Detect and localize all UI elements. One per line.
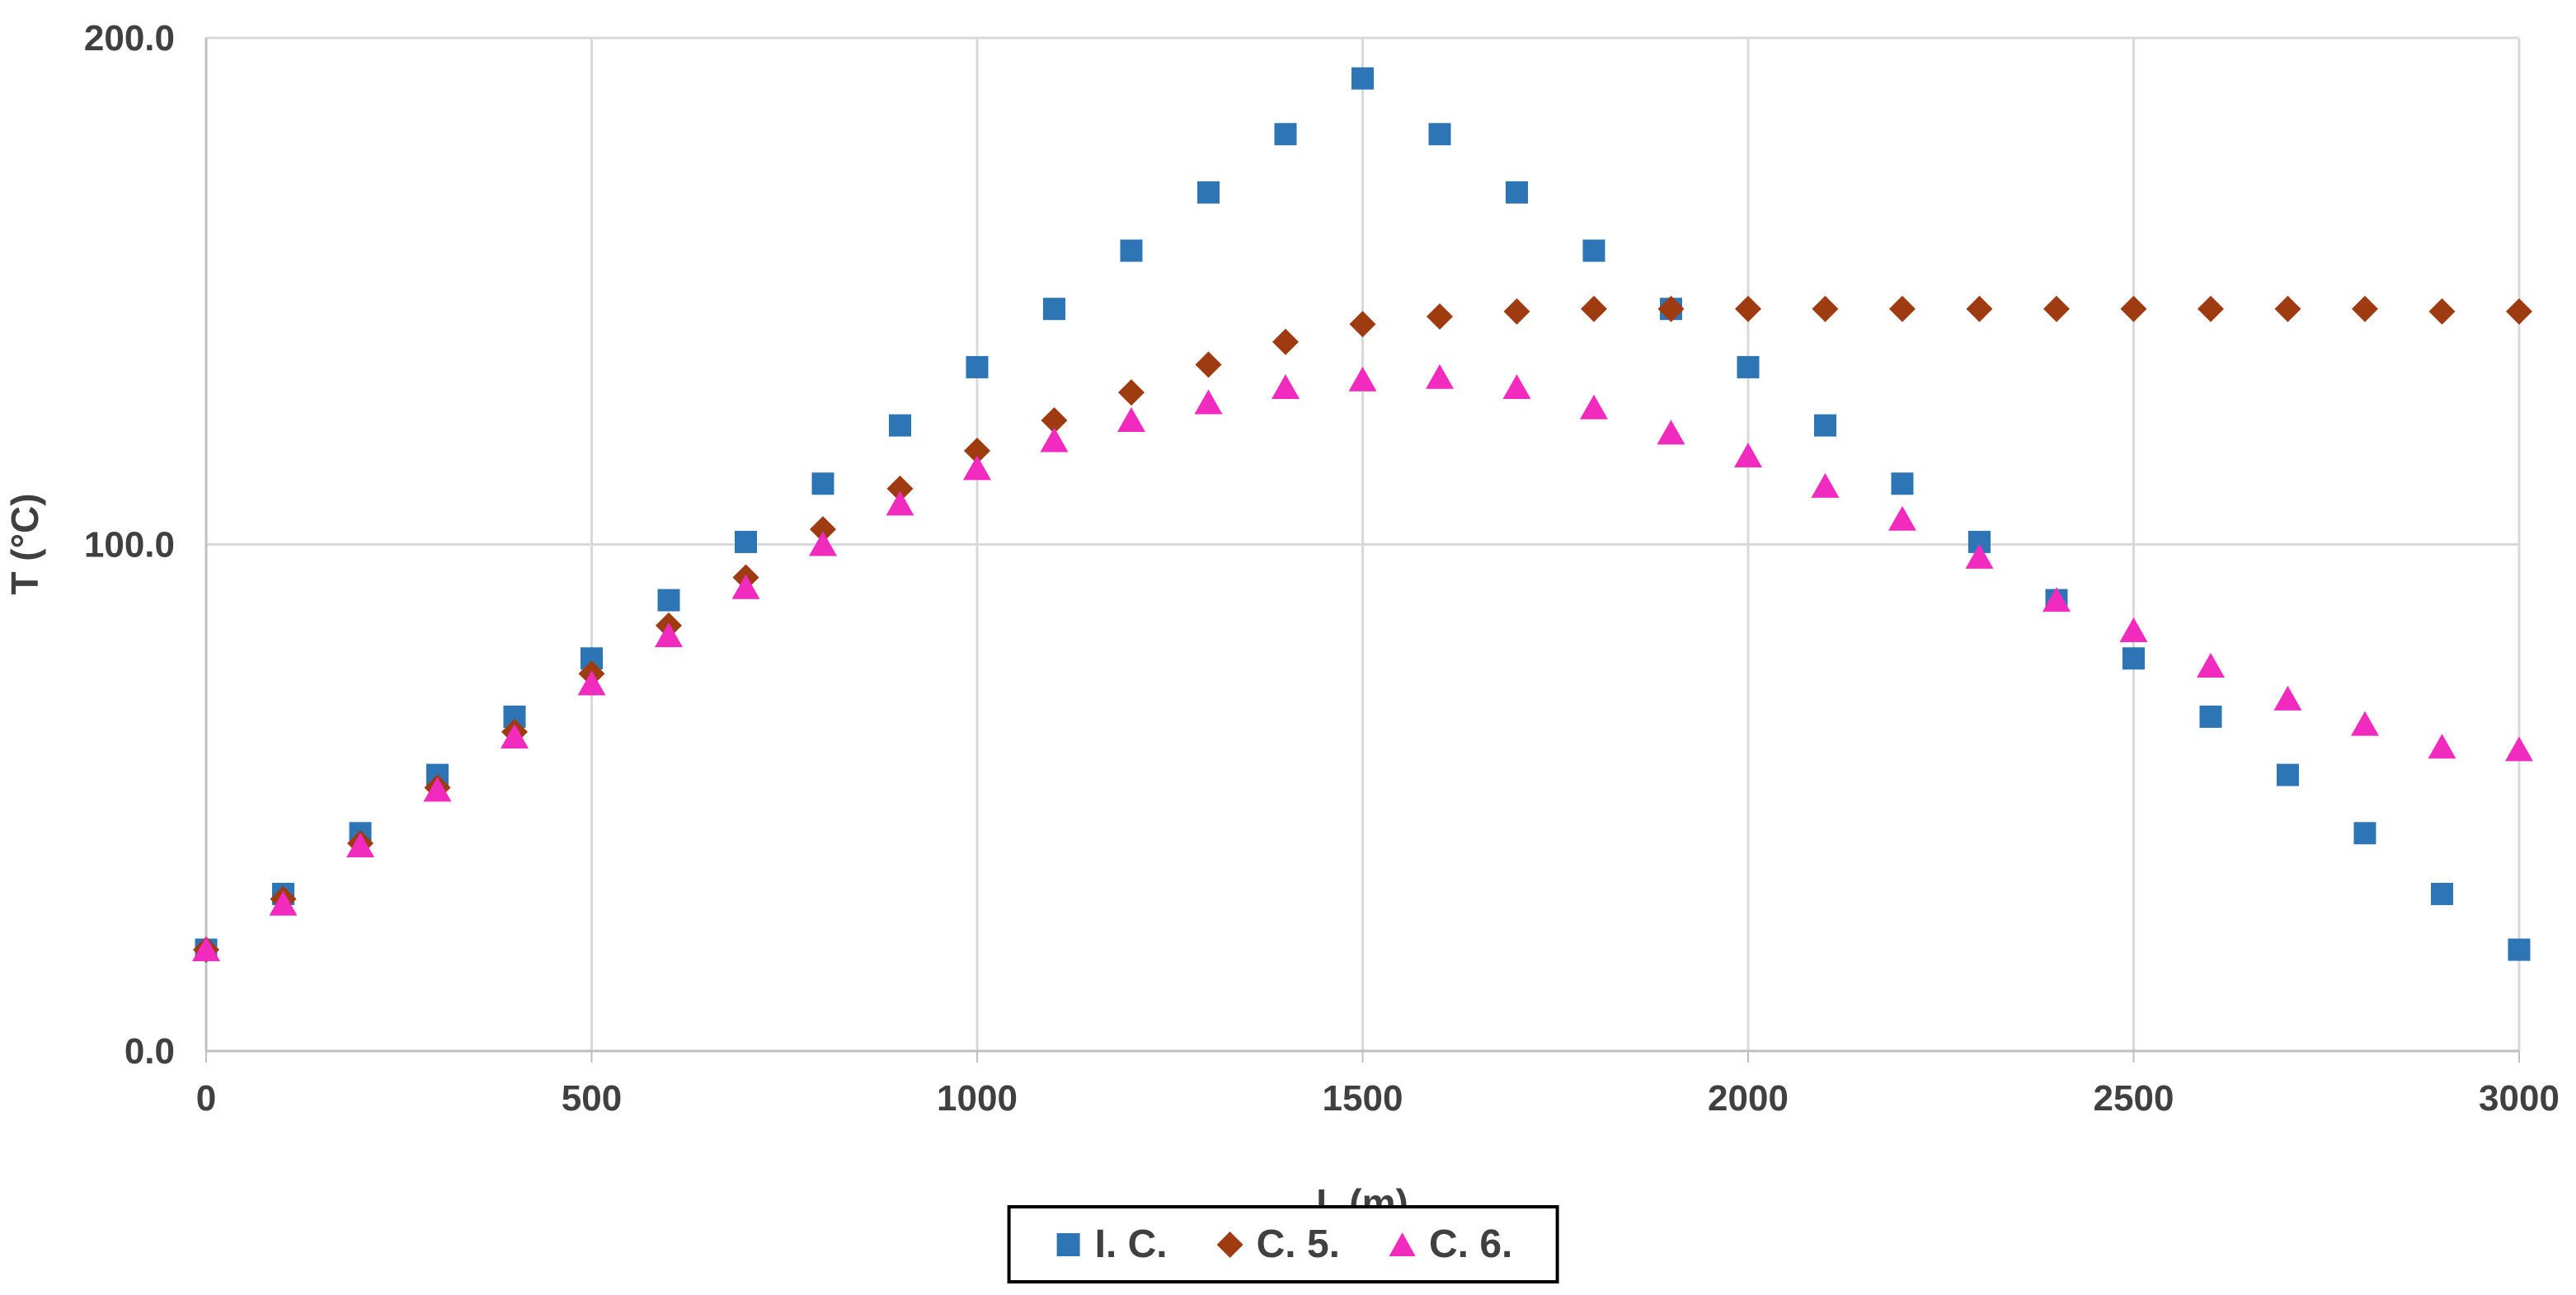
- data-point-c6: [577, 670, 606, 696]
- data-point-c6: [2119, 617, 2148, 642]
- x-tick-label: 3000: [2479, 1078, 2560, 1119]
- data-point-c5: [2198, 295, 2224, 322]
- data-point-c6: [2351, 711, 2379, 736]
- data-point-c6: [1426, 364, 1454, 389]
- legend-label: C. 6.: [1429, 1222, 1513, 1266]
- data-point-c6: [963, 455, 991, 481]
- data-point-c5: [1735, 295, 1761, 322]
- data-point-c6: [1580, 394, 1608, 420]
- data-point-c5: [1657, 295, 1685, 322]
- square-marker-icon: [1056, 1232, 1080, 1256]
- data-point-c5: [1503, 298, 1530, 325]
- x-tick-label: 500: [562, 1078, 622, 1119]
- data-point-c6: [886, 490, 914, 516]
- legend-label: I. C.: [1094, 1222, 1168, 1266]
- data-point-c5: [1118, 379, 1145, 406]
- triangle-marker-icon: [1389, 1232, 1417, 1256]
- legend-item-c5: C. 5.: [1215, 1222, 1340, 1267]
- data-point-c5: [1581, 295, 1607, 322]
- data-point-ic: [1197, 181, 1220, 204]
- data-point-c5: [810, 516, 836, 543]
- data-point-c6: [2273, 685, 2302, 711]
- data-point-c6: [655, 622, 683, 648]
- data-point-ic: [1120, 239, 1143, 262]
- data-point-ic: [1274, 123, 1297, 146]
- y-tick-label: 100.0: [84, 525, 175, 565]
- data-point-c6: [1348, 366, 1377, 392]
- data-point-ic: [1506, 181, 1528, 204]
- data-point-c6: [2042, 587, 2071, 612]
- data-point-ic: [966, 355, 989, 378]
- data-point-c6: [809, 531, 837, 556]
- data-point-c6: [423, 777, 452, 802]
- data-point-ic: [1351, 67, 1374, 90]
- data-point-c6: [1040, 427, 1069, 453]
- data-point-c5: [2043, 295, 2070, 322]
- y-axis-title: T (°C): [3, 493, 46, 595]
- legend-item-ic: I. C.: [1054, 1222, 1168, 1267]
- data-point-c5: [2274, 295, 2301, 322]
- data-point-c6: [2428, 734, 2456, 759]
- data-point-c6: [2505, 736, 2533, 762]
- data-point-c6: [1811, 472, 1840, 498]
- data-point-ic: [1428, 123, 1451, 146]
- data-point-c5: [886, 475, 914, 502]
- data-point-c5: [2352, 295, 2378, 322]
- data-point-c6: [1657, 420, 1685, 445]
- data-point-c5: [1889, 295, 1916, 322]
- data-point-c6: [501, 724, 529, 749]
- data-point-c6: [346, 833, 374, 858]
- y-tick-label: 0.0: [125, 1031, 175, 1072]
- data-point-ic: [657, 589, 680, 612]
- data-point-c6: [269, 890, 298, 916]
- data-point-c5: [2428, 298, 2456, 325]
- data-point-c5: [1966, 295, 1993, 322]
- data-point-ic: [2431, 883, 2453, 906]
- data-point-ic: [889, 414, 911, 437]
- data-point-ic: [1043, 298, 1065, 321]
- diamond-marker-icon: [1216, 1231, 1243, 1258]
- y-tick-label: 200.0: [84, 18, 175, 59]
- data-point-ic: [2508, 938, 2531, 961]
- data-point-ic: [1814, 414, 1836, 437]
- data-point-ic: [811, 472, 834, 495]
- legend-item-c6: C. 6.: [1388, 1222, 1512, 1267]
- legend: I. C. C. 5. C. 6.: [1007, 1205, 1559, 1283]
- x-tick-label: 2500: [2094, 1078, 2174, 1119]
- data-point-c6: [192, 936, 220, 962]
- data-point-ic: [735, 530, 757, 553]
- data-point-ic: [2277, 763, 2299, 786]
- data-point-c6: [1734, 442, 1762, 467]
- data-point-c5: [1349, 311, 1376, 338]
- x-tick-label: 0: [196, 1078, 216, 1119]
- data-point-ic: [1737, 355, 1760, 378]
- data-point-ic: [1582, 239, 1605, 262]
- data-point-ic: [2199, 705, 2222, 728]
- data-point-ic: [1891, 472, 1914, 495]
- data-point-c5: [1041, 406, 1068, 434]
- data-point-c5: [2506, 298, 2532, 325]
- data-point-c6: [2197, 652, 2225, 678]
- data-point-c6: [731, 574, 760, 599]
- legend-label: C. 5.: [1256, 1222, 1341, 1266]
- data-point-c6: [1965, 543, 1994, 569]
- x-tick-label: 1500: [1323, 1078, 1403, 1119]
- data-point-c6: [1502, 374, 1531, 400]
- data-point-c6: [1194, 389, 1223, 415]
- data-point-c5: [1427, 303, 1453, 330]
- data-point-c6: [1888, 505, 1916, 531]
- x-tick-label: 2000: [1708, 1078, 1789, 1119]
- data-point-ic: [2122, 647, 2145, 670]
- x-tick-label: 1000: [937, 1078, 1018, 1119]
- data-point-c5: [1272, 328, 1299, 355]
- data-point-c6: [1272, 374, 1300, 400]
- data-point-ic: [2353, 822, 2376, 845]
- data-point-c5: [2120, 295, 2147, 322]
- data-point-c5: [964, 437, 990, 464]
- data-point-c6: [1117, 406, 1145, 432]
- data-point-c5: [1812, 295, 1839, 322]
- data-point-c5: [1195, 351, 1222, 378]
